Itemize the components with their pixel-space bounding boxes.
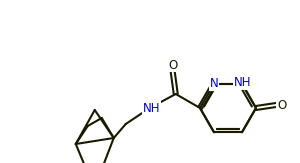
Text: O: O <box>168 59 177 72</box>
Text: NH: NH <box>234 76 252 89</box>
Text: NH: NH <box>143 102 160 114</box>
Text: O: O <box>278 98 286 111</box>
Text: N: N <box>210 77 218 90</box>
